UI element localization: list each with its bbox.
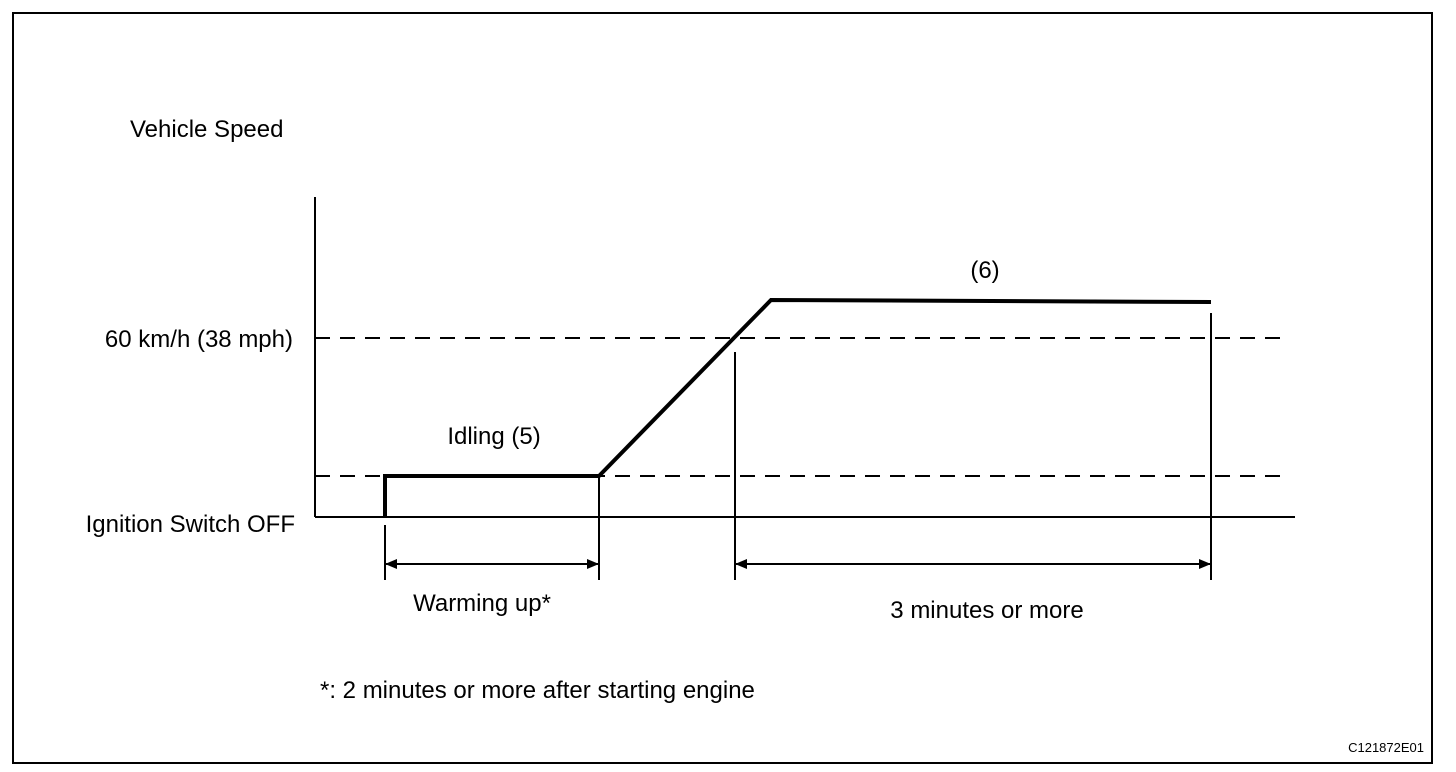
speed-level-label: 60 km/h (38 mph) [105,326,293,353]
drive-span-label: 3 minutes or more [890,597,1083,624]
drive-phase-label: (6) [970,257,999,284]
baseline-label: Ignition Switch OFF [86,511,295,538]
footnote: *: 2 minutes or more after starting engi… [320,677,755,704]
speed-profile-line [383,297,1212,517]
y-axis-title: Vehicle Speed [130,116,283,143]
idling-phase-label: Idling (5) [447,423,540,450]
figure-frame [12,12,1433,764]
figure-code: C121872E01 [1348,740,1424,755]
warmup-span-label: Warming up* [413,590,551,617]
